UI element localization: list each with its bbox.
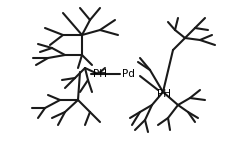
Text: PH: PH bbox=[157, 89, 171, 99]
Text: PH: PH bbox=[93, 69, 107, 79]
Text: Pd: Pd bbox=[122, 69, 135, 79]
